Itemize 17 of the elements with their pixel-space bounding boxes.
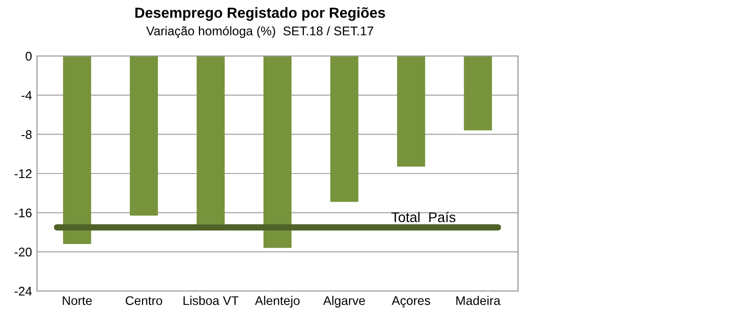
x-tick-label: Açores bbox=[392, 296, 430, 308]
x-tick-label: Centro bbox=[126, 296, 162, 306]
x-tick-label: Algarve bbox=[323, 296, 365, 308]
ref-line-label: Total País bbox=[391, 212, 456, 222]
y-tick-label: -12 bbox=[14, 169, 32, 178]
y-tick-label: -8 bbox=[22, 130, 32, 139]
x-tick-label: Norte bbox=[62, 296, 92, 306]
x-tick-label: Lisboa VT bbox=[184, 296, 239, 306]
x-tick-label: Alentejo bbox=[254, 296, 300, 308]
x-tick-label: Madeira bbox=[456, 296, 500, 306]
y-tick-label: -20 bbox=[14, 248, 32, 256]
y-tick-label: -24 bbox=[14, 286, 32, 296]
chart-title: Desemprego Registado por Regiões bbox=[135, 7, 386, 21]
chart-subtitle: Variação homóloga (%) SET.18 / SET.17 bbox=[146, 26, 374, 38]
y-tick-label: -4 bbox=[22, 91, 32, 100]
y-tick-label: -16 bbox=[14, 208, 32, 218]
y-tick-label: 0 bbox=[26, 52, 32, 61]
